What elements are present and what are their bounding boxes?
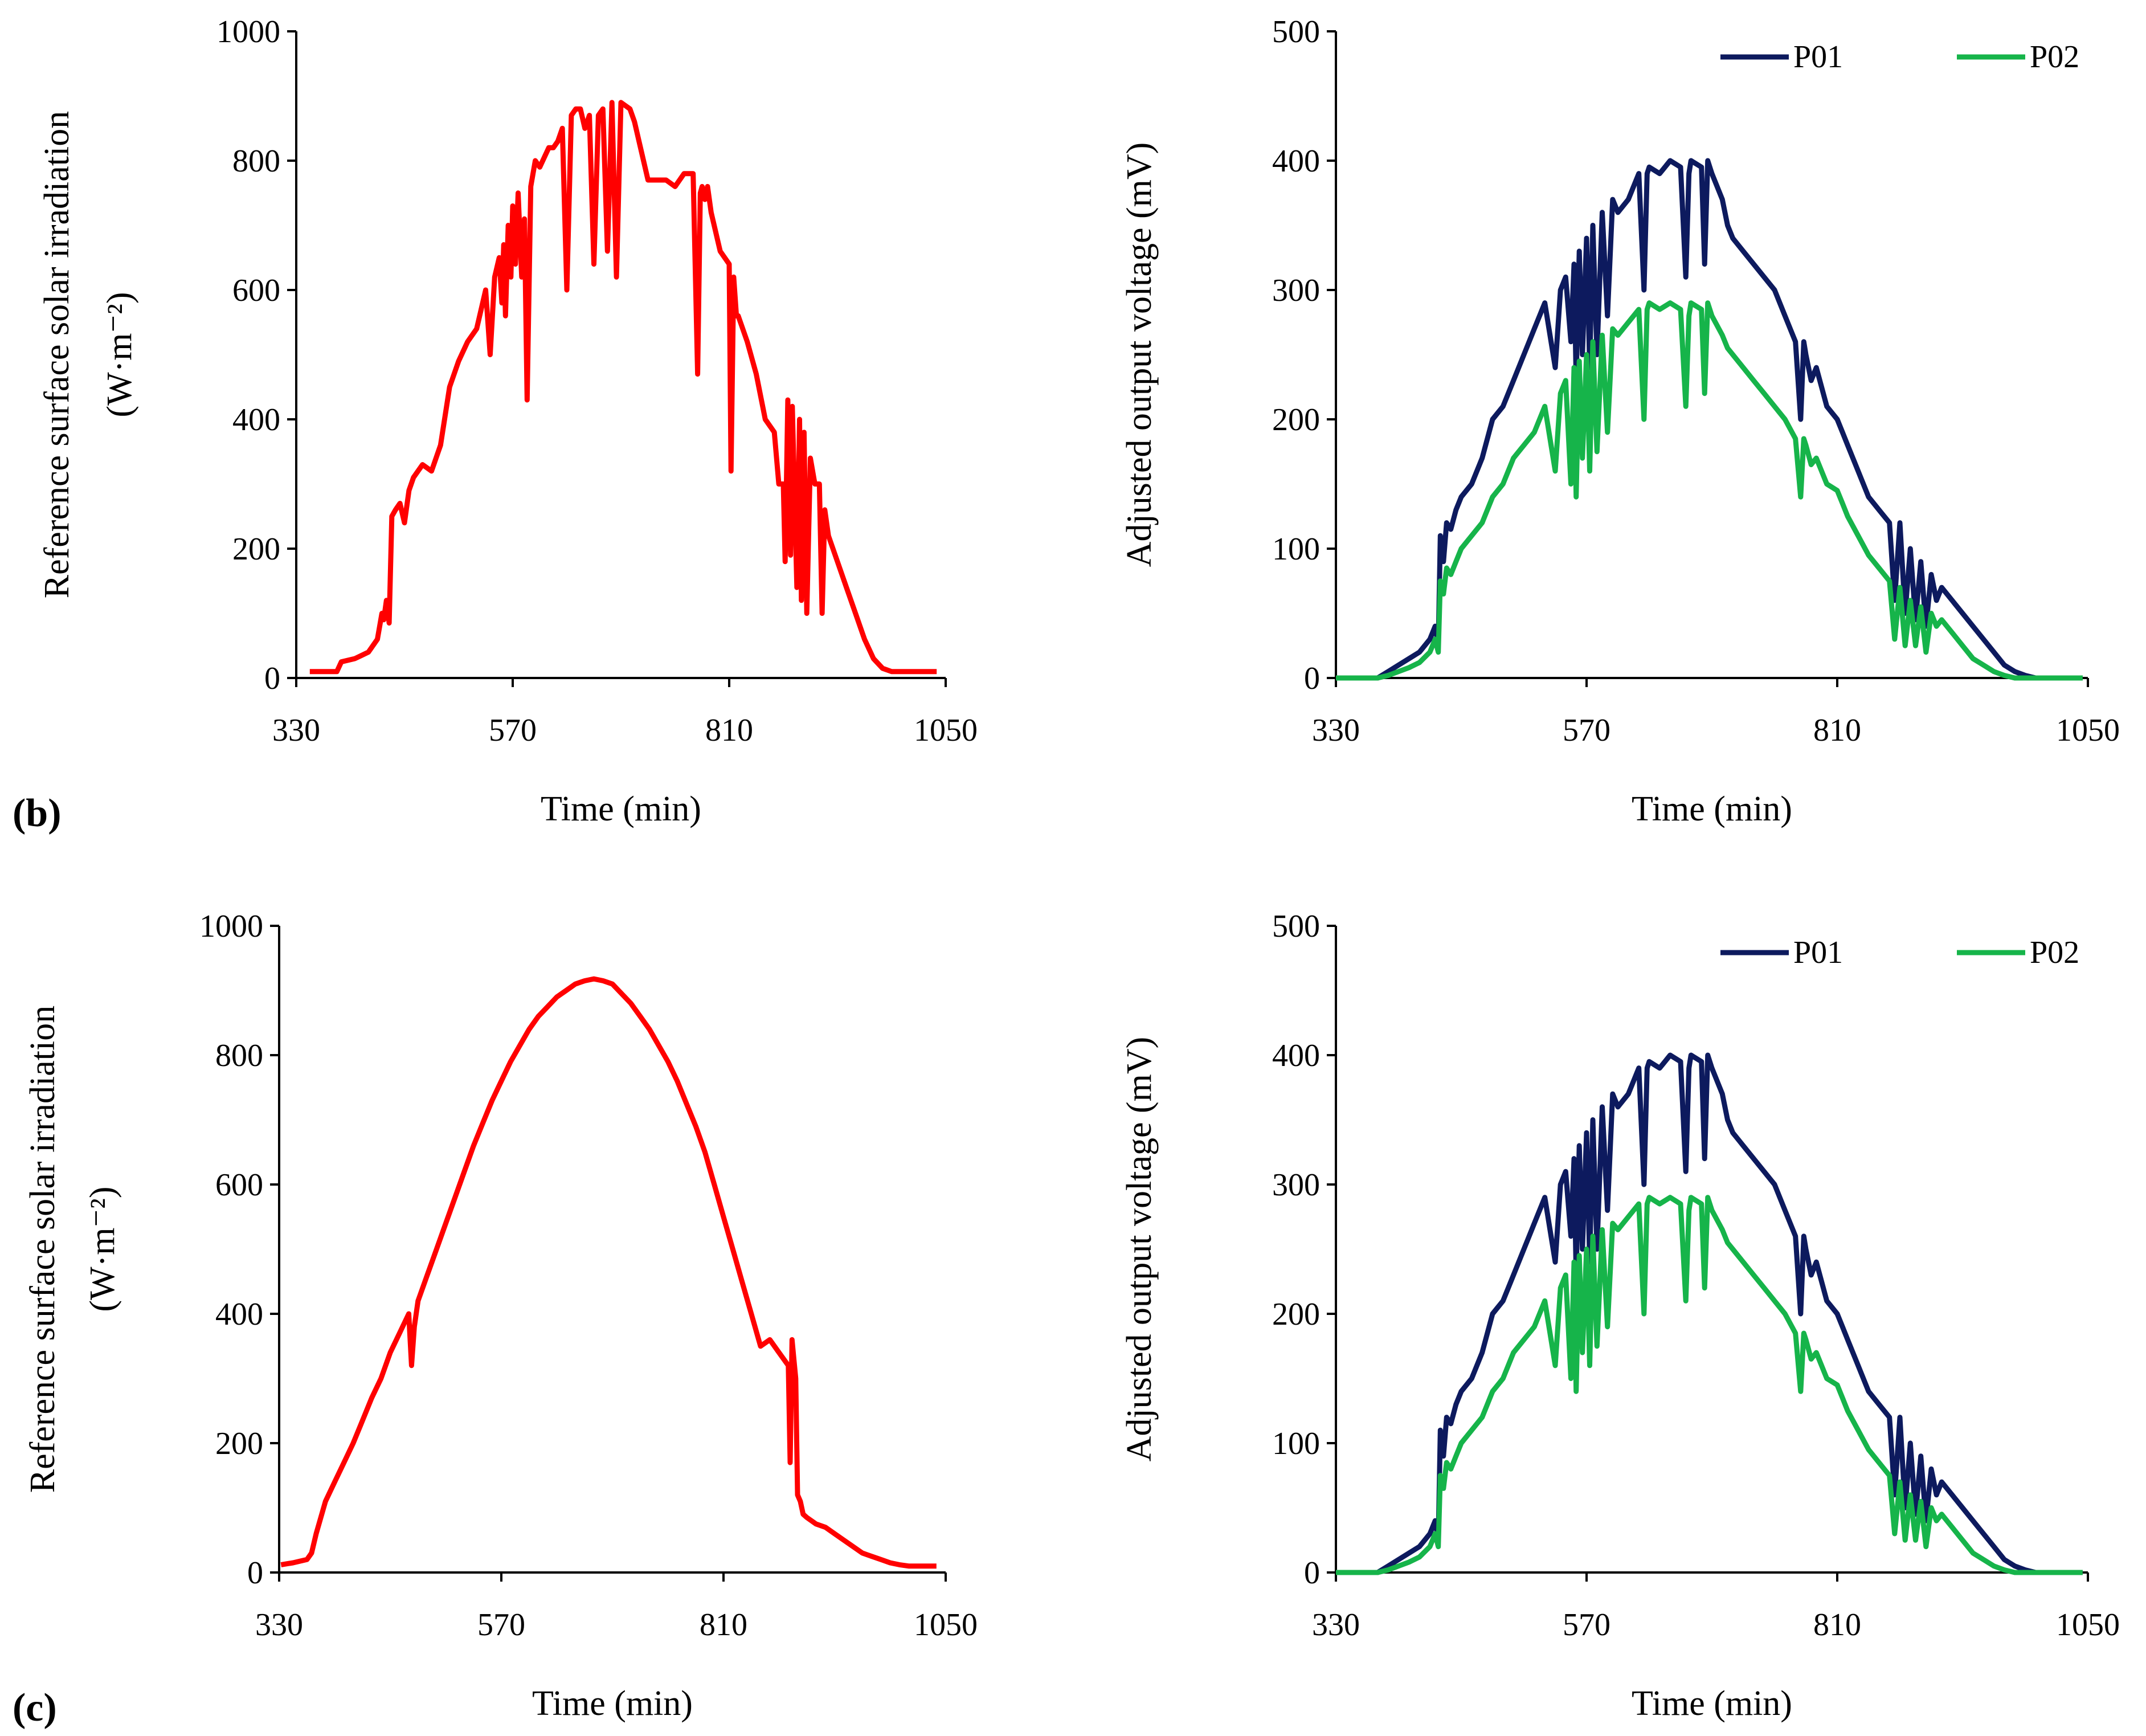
y-tick-label: 0 xyxy=(247,1555,263,1591)
legend-label-p02: P02 xyxy=(2030,39,2079,75)
series-line-p02 xyxy=(1336,300,2083,681)
y-tick-label: 800 xyxy=(215,1038,263,1073)
series-line-p01 xyxy=(1336,158,2083,681)
y-tick-label: 400 xyxy=(232,402,280,438)
y-tick-label: 200 xyxy=(1272,1297,1320,1332)
legend-label-p01: P01 xyxy=(1793,935,1843,970)
x-tick-label: 570 xyxy=(489,713,537,748)
x-axis-title: Time (min) xyxy=(1632,1684,1792,1723)
panel-label-b: (b) xyxy=(13,791,62,835)
y-tick-label: 0 xyxy=(1304,661,1320,696)
series-line-p01 xyxy=(1336,1052,2083,1575)
series-line-p02 xyxy=(1336,1195,2083,1575)
x-tick-label: 570 xyxy=(1563,1607,1610,1643)
y-tick-label: 400 xyxy=(1272,1038,1320,1073)
x-tick-label: 810 xyxy=(1813,713,1861,748)
y-tick-label: 600 xyxy=(232,273,280,308)
y-axis-title: Reference surface solar irradiation xyxy=(23,1006,62,1493)
y-tick-label: 100 xyxy=(1272,1426,1320,1461)
legend-label-p02: P02 xyxy=(2030,935,2079,970)
chart-c-irradiation: 0 200 400 600 800 1000 330 570 810 1050 Time (min)… xyxy=(23,909,978,1723)
y-tick-label: 200 xyxy=(1272,402,1320,438)
y-axis-units: (W·m⁻²) xyxy=(83,1187,122,1312)
y-tick-label: 500 xyxy=(1272,14,1320,50)
x-tick-label: 1050 xyxy=(914,713,978,748)
y-tick-label: 400 xyxy=(1272,144,1320,179)
y-axis-title: Reference surface solar irradiation xyxy=(38,111,76,598)
chart-b-irradiation: 0 200 400 600 800 1000 330 570 810 1050 Time (min)… xyxy=(38,14,978,828)
y-tick-label: 500 xyxy=(1272,909,1320,944)
x-tick-label: 330 xyxy=(1312,713,1360,748)
x-tick-label: 330 xyxy=(1312,1607,1360,1643)
x-tick-label: 570 xyxy=(477,1607,525,1643)
panel-label-c: (c) xyxy=(13,1686,57,1730)
x-tick-label: 330 xyxy=(255,1607,303,1643)
y-tick-label: 400 xyxy=(215,1297,263,1332)
x-axis-title: Time (min) xyxy=(541,790,701,828)
y-tick-label: 600 xyxy=(215,1167,263,1203)
y-axis-title: Adjusted output voltage (mV) xyxy=(1120,142,1159,567)
y-tick-label: 800 xyxy=(232,144,280,179)
y-tick-label: 0 xyxy=(264,661,280,696)
x-tick-label: 570 xyxy=(1563,713,1610,748)
x-tick-label: 1050 xyxy=(914,1607,978,1643)
y-tick-label: 100 xyxy=(1272,532,1320,567)
x-axis-title: Time (min) xyxy=(532,1684,693,1723)
y-tick-label: 0 xyxy=(1304,1555,1320,1591)
y-tick-label: 1000 xyxy=(199,909,263,944)
x-axis-title: Time (min) xyxy=(1632,790,1792,828)
y-tick-label: 300 xyxy=(1272,273,1320,308)
legend-label-p01: P01 xyxy=(1793,39,1843,75)
chart-b-voltage: 0 100 200 300 400 500 330 570 810 1050 Time (min) A… xyxy=(1120,14,2120,828)
y-tick-label: 1000 xyxy=(216,14,280,50)
x-tick-label: 810 xyxy=(1813,1607,1861,1643)
x-tick-label: 1050 xyxy=(2056,1607,2120,1643)
series-line-irradiation xyxy=(309,100,937,675)
series-line-irradiation xyxy=(280,976,937,1569)
x-tick-label: 810 xyxy=(705,713,753,748)
y-tick-label: 200 xyxy=(232,532,280,567)
y-tick-label: 200 xyxy=(215,1426,263,1461)
x-tick-label: 810 xyxy=(700,1607,747,1643)
y-tick-label: 300 xyxy=(1272,1167,1320,1203)
x-tick-label: 330 xyxy=(272,713,320,748)
y-axis-title: Adjusted output voltage (mV) xyxy=(1120,1037,1159,1462)
y-axis-units: (W·m⁻²) xyxy=(100,292,139,418)
x-tick-label: 1050 xyxy=(2056,713,2120,748)
chart-c-voltage: 0 100 200 300 400 500 330 570 810 1050 Time (min) A… xyxy=(1120,909,2120,1723)
